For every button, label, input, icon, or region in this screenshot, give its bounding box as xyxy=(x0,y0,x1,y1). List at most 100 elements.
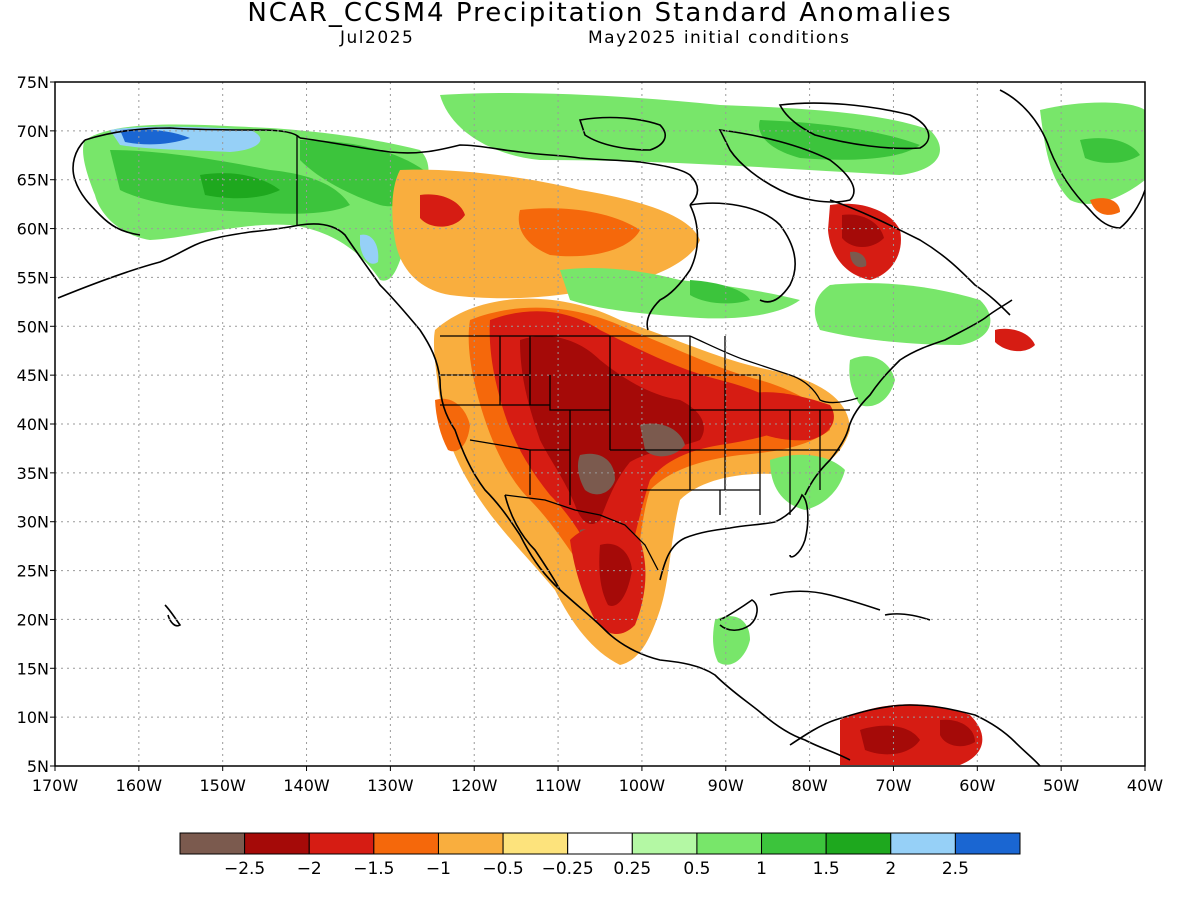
arctic-coast xyxy=(299,137,699,206)
legend-label: 2 xyxy=(885,859,896,879)
legend-swatch xyxy=(502,832,569,855)
color-legend: −2.5 −2 −1.5 −1 −0.5 −0.25 0.25 0.5 1 1.5 2 2.5 xyxy=(179,832,1021,879)
south-america-very-dry xyxy=(860,725,920,755)
initial-conditions: May2025 initial conditions xyxy=(588,28,851,48)
arctic-strong-wet xyxy=(759,120,920,160)
legend-label: −2 xyxy=(297,859,322,879)
legend-swatch xyxy=(437,832,504,855)
gulf-coastline xyxy=(659,493,809,581)
venezuela-very-dry xyxy=(940,719,975,747)
lon-label: 80W xyxy=(792,776,828,795)
labrador-extreme xyxy=(850,251,867,268)
lon-label: 150W xyxy=(200,776,247,795)
northeast-wet xyxy=(849,356,895,407)
legend-label: 1 xyxy=(756,859,767,879)
lon-label: 40W xyxy=(1127,776,1163,795)
legend-swatch xyxy=(308,832,375,855)
us-central-very-dry xyxy=(520,336,704,525)
yucatan-coastline xyxy=(719,599,758,632)
lon-label: 140W xyxy=(283,776,330,795)
lat-label: 5N xyxy=(27,757,49,776)
lon-label: 120W xyxy=(451,776,498,795)
lat-label: 25N xyxy=(17,562,49,581)
victoria-island xyxy=(578,116,666,151)
legend-swatch xyxy=(761,832,827,855)
labrador-coastline xyxy=(829,199,1011,316)
longitude-labels: 170W 160W 150W 140W 130W 120W 110W 100W 90W 80W 70… xyxy=(32,766,1163,795)
ohio-valley-dry xyxy=(740,392,834,441)
legend-swatch xyxy=(179,832,246,855)
lat-label: 50N xyxy=(17,317,49,336)
us-mexico-border xyxy=(504,494,659,571)
hawaii-outline xyxy=(164,604,182,627)
legend-label: −1.5 xyxy=(353,859,394,879)
lat-label: 10N xyxy=(17,708,49,727)
canada-dry-core xyxy=(420,194,465,227)
lat-label: 65N xyxy=(17,171,49,190)
nm-extreme-dry xyxy=(577,453,615,495)
legend-label: −1 xyxy=(426,859,451,879)
hispaniola-coastline xyxy=(884,613,931,621)
legend-label: −0.5 xyxy=(482,859,523,879)
alaska-west-coast xyxy=(72,139,141,236)
newfoundland-dry xyxy=(995,328,1035,352)
lon-label: 60W xyxy=(959,776,995,795)
legend-label: 0.5 xyxy=(683,859,710,879)
legend-label: 1.5 xyxy=(813,859,840,879)
lat-label: 55N xyxy=(17,268,49,287)
legend-swatch xyxy=(244,832,310,855)
us-canada-border-great-lakes xyxy=(689,335,859,404)
lon-label: 90W xyxy=(708,776,744,795)
legend-label: 2.5 xyxy=(942,859,969,879)
ks-extreme-dry xyxy=(640,423,685,457)
latitude-labels: 75N 70N 65N 60N 55N 50N 45N 40N 35N 30N 25N 20N 15N 1… xyxy=(17,73,55,776)
lat-label: 75N xyxy=(17,73,49,92)
anomaly-shading xyxy=(83,93,1145,765)
lon-label: 110W xyxy=(535,776,582,795)
quebec-wet xyxy=(814,283,991,345)
cuba-coastline xyxy=(769,590,881,611)
lat-label: 70N xyxy=(17,122,49,141)
hudson-strong-wet xyxy=(690,280,750,304)
valid-month: Jul2025 xyxy=(340,28,415,48)
mexico-very-dry xyxy=(599,543,632,606)
graticule xyxy=(55,82,1145,766)
lon-label: 70W xyxy=(875,776,911,795)
hudson-bay-coastline xyxy=(646,204,699,331)
lat-label: 20N xyxy=(17,610,49,629)
map-title: NCAR_CCSM4 Precipitation Standard Anomal… xyxy=(247,0,953,28)
political-boundaries xyxy=(296,136,859,571)
greenland-south-dry xyxy=(1090,198,1120,215)
legend-label: 0.25 xyxy=(613,859,651,879)
lat-label: 15N xyxy=(17,659,49,678)
lat-label: 45N xyxy=(17,366,49,385)
us-state-lines-mountain xyxy=(549,336,690,505)
us-state-lines-plains xyxy=(689,336,760,490)
legend-swatch xyxy=(954,832,1021,855)
legend-swatch xyxy=(567,832,633,855)
greenland-coastline xyxy=(999,89,1145,229)
greenland-strong-wet xyxy=(1080,138,1140,163)
central-america-wet xyxy=(713,616,750,665)
lon-label: 50W xyxy=(1043,776,1079,795)
lon-label: 170W xyxy=(32,776,79,795)
lat-label: 35N xyxy=(17,464,49,483)
legend-label: −0.25 xyxy=(542,859,594,879)
labrador-very-dry xyxy=(842,214,884,247)
lat-label: 30N xyxy=(17,513,49,532)
baja-coastline xyxy=(504,494,561,591)
lon-label: 130W xyxy=(367,776,414,795)
alaska-north-coast xyxy=(84,127,301,141)
lon-label: 100W xyxy=(619,776,666,795)
legend-swatch xyxy=(373,832,439,855)
lat-label: 40N xyxy=(17,415,49,434)
bc-blue xyxy=(360,234,379,264)
legend-swatch xyxy=(825,832,892,855)
south-america-coastline xyxy=(789,704,1041,766)
us-state-lines-south xyxy=(469,439,760,515)
us-state-lines-nw xyxy=(440,336,550,406)
lon-label: 160W xyxy=(116,776,163,795)
baffin-island xyxy=(718,129,855,203)
legend-swatch xyxy=(631,832,698,855)
